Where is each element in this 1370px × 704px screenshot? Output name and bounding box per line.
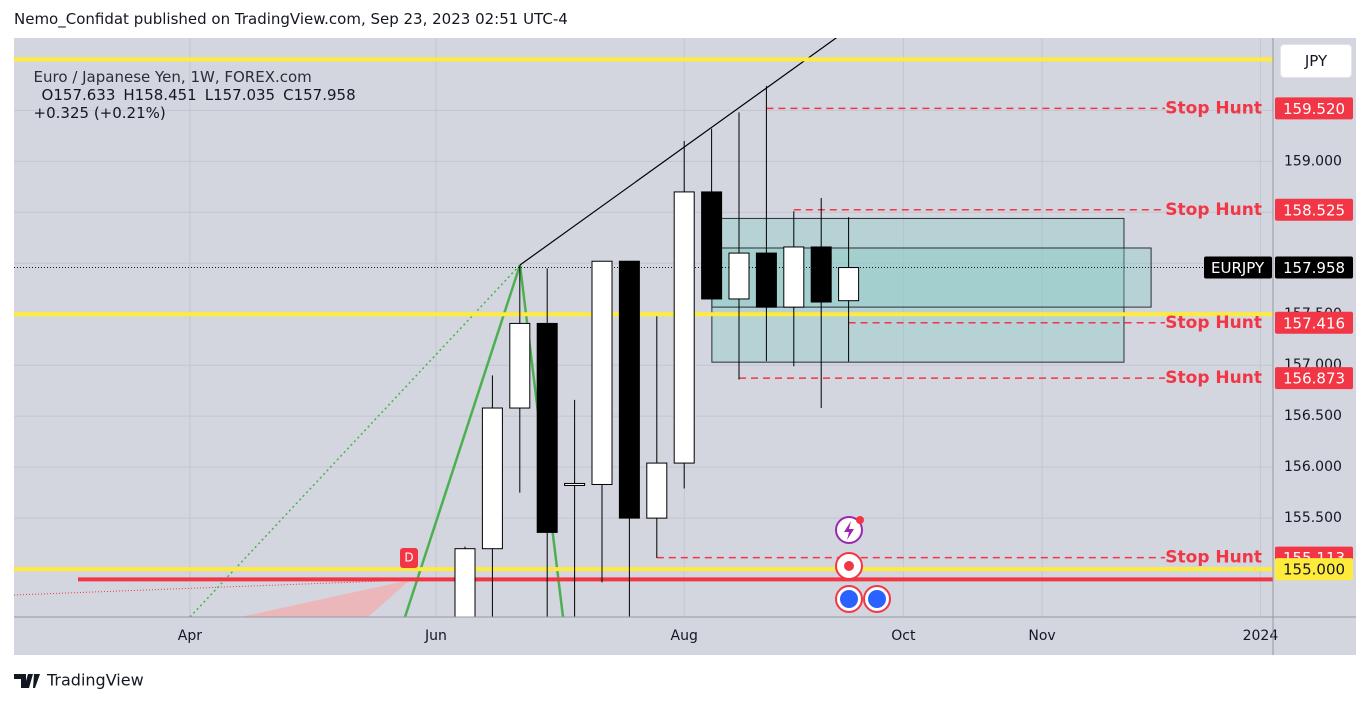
candle-body [838, 267, 860, 302]
ohlc: O157.633 H158.451 L157.035 C157.958 [34, 86, 356, 104]
x-tick-label: Nov [1028, 628, 1055, 644]
price-tag [1275, 558, 1353, 581]
x-tick-label: 2024 [1243, 628, 1279, 644]
candle-body [701, 191, 723, 300]
event-icon [844, 521, 854, 540]
stop-hunt-text: Stop Hunt [1165, 368, 1262, 388]
candle-body [810, 246, 832, 303]
stop-hunt-text: Stop Hunt [1165, 313, 1262, 333]
zone [711, 247, 1152, 308]
green-dotted [189, 264, 521, 617]
ohlc-value: 157.035 [213, 86, 276, 104]
candle-body [564, 482, 586, 486]
x-tick-label: Oct [891, 628, 916, 644]
symbol: Euro / Japanese Yen, 1W, FOREX.com [33, 68, 312, 86]
event-icon [868, 590, 886, 608]
price-tag [1275, 256, 1353, 279]
marker: D [404, 551, 413, 565]
ohlc-key: O [41, 86, 54, 104]
ohlc-value: 157.633 [53, 86, 116, 104]
footer-brand: TradingView [46, 671, 144, 690]
price-tag [1275, 198, 1353, 221]
ohlc-value: 158.451 [134, 86, 197, 104]
candle-body [454, 548, 476, 617]
price-tag-label: 159.520 [1283, 100, 1345, 118]
event-icon [856, 516, 864, 524]
price-tag-label: 157.416 [1283, 314, 1345, 332]
y-tick-label: 155.500 [1284, 510, 1342, 526]
y-tick-label: 159.000 [1284, 153, 1342, 169]
candle-body [673, 191, 695, 464]
ohlc-value: 157.958 [293, 86, 356, 104]
y-tick-label: 156.500 [1284, 408, 1342, 424]
currency-button[interactable]: JPY [1280, 44, 1352, 78]
y-tick-label: 156.000 [1284, 459, 1342, 475]
change: +0.325 (+0.21%) [33, 104, 166, 122]
symbol-tag [1204, 256, 1272, 279]
price-tag [1275, 97, 1353, 120]
x-tick-label: Jun [424, 628, 447, 644]
tv-logo [14, 674, 40, 688]
ohlc-key: H [123, 86, 135, 104]
ohlc-key: C [283, 86, 294, 104]
price-tag-label: 157.958 [1283, 259, 1345, 277]
ohlc-key: L [204, 86, 214, 104]
candle-body [536, 322, 558, 533]
price-tag-label: 156.873 [1283, 370, 1345, 388]
candle-body [481, 407, 503, 550]
candle-body [509, 322, 531, 409]
event-icon [844, 561, 854, 571]
symbol-tag-label: EURJPY [1211, 259, 1265, 277]
x-tick-label: Aug [671, 628, 698, 644]
candle-body [755, 252, 777, 308]
marker-box [400, 548, 418, 568]
candle-body [783, 246, 805, 308]
price-tag-label: 158.525 [1283, 201, 1345, 219]
byline: Nemo_Confidat published on TradingView.c… [14, 10, 568, 28]
stop-hunt-text: Stop Hunt [1165, 200, 1262, 220]
candle-body [618, 260, 640, 519]
trendline [519, 38, 838, 266]
shaded-triangle [240, 580, 410, 617]
x-tick-label: Apr [178, 628, 202, 644]
candle-body [646, 462, 668, 519]
candle-body [728, 252, 750, 300]
candle-body [591, 260, 613, 485]
price-tag [1275, 311, 1353, 334]
zone [711, 217, 1125, 363]
event-icon [840, 590, 858, 608]
price-tag-label: 155.000 [1283, 561, 1345, 579]
stop-hunt-text: Stop Hunt [1165, 98, 1262, 118]
price-tag [1275, 367, 1353, 390]
stop-hunt-text: Stop Hunt [1165, 548, 1262, 568]
red-dotted [14, 579, 411, 596]
legend: Euro / Japanese Yen, 1W, FOREX.com O157.… [24, 50, 356, 122]
